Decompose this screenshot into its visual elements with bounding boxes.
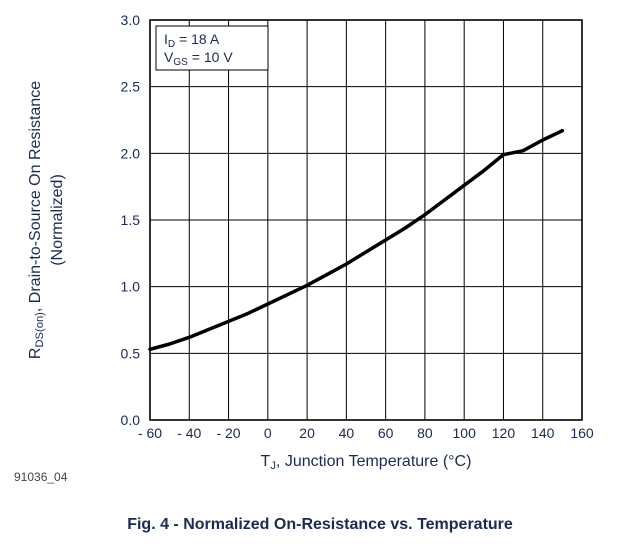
- svg-text:(Normalized): (Normalized): [49, 174, 66, 266]
- svg-text:TJ, Junction Temperature (°C): TJ, Junction Temperature (°C): [261, 453, 472, 472]
- svg-text:40: 40: [339, 425, 355, 441]
- figure-caption: Fig. 4 - Normalized On-Resistance vs. Te…: [0, 516, 640, 534]
- svg-text:2.0: 2.0: [121, 145, 141, 161]
- svg-text:- 60: - 60: [138, 425, 162, 441]
- svg-text:1.0: 1.0: [121, 279, 141, 295]
- svg-text:100: 100: [453, 425, 477, 441]
- svg-text:0.5: 0.5: [121, 345, 141, 361]
- svg-text:RDS(on), Drain-to-Source On Re: RDS(on), Drain-to-Source On Resistance: [27, 81, 46, 359]
- svg-text:2.5: 2.5: [121, 79, 141, 95]
- chart-svg: - 60 - 40 - 20 0 20 40 60 80 100 120 140 160 0.0 0.5 1…: [0, 0, 640, 500]
- svg-text:80: 80: [417, 425, 433, 441]
- svg-text:0: 0: [264, 425, 272, 441]
- figure-container: - 60 - 40 - 20 0 20 40 60 80 100 120 140 160 0.0 0.5 1…: [0, 0, 640, 551]
- svg-text:0.0: 0.0: [121, 412, 141, 428]
- svg-text:120: 120: [492, 425, 516, 441]
- figure-id: 91036_04: [14, 470, 67, 484]
- svg-text:140: 140: [531, 425, 555, 441]
- svg-text:- 40: - 40: [177, 425, 201, 441]
- svg-text:60: 60: [378, 425, 394, 441]
- svg-text:20: 20: [299, 425, 315, 441]
- svg-text:3.0: 3.0: [121, 12, 141, 28]
- svg-text:160: 160: [570, 425, 594, 441]
- svg-text:1.5: 1.5: [121, 212, 141, 228]
- svg-text:- 20: - 20: [216, 425, 240, 441]
